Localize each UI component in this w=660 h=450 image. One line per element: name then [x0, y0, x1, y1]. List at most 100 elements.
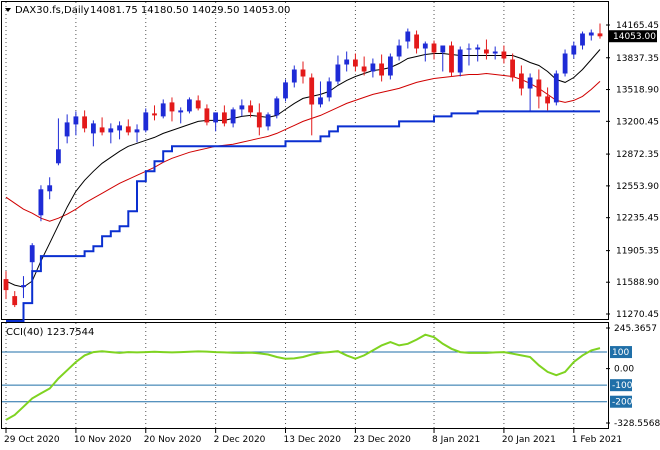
candle [195, 95, 201, 111]
candle-body [265, 114, 271, 127]
x-tick-label: 23 Dec 2020 [353, 435, 411, 445]
candle-body [160, 103, 166, 117]
candle [571, 41, 577, 59]
candle-body [309, 77, 315, 105]
cci-header: CCI(40) 123.7544 [6, 327, 94, 338]
candle [562, 49, 568, 77]
candle [457, 46, 463, 77]
candle-body [239, 105, 245, 110]
candle [553, 70, 559, 106]
x-tick-label: 13 Dec 2020 [284, 435, 342, 445]
candle-body [501, 51, 507, 59]
candle [283, 79, 288, 102]
candle [527, 73, 533, 112]
x-tick-label: 20 Jan 2021 [502, 435, 556, 445]
cci-level-label: -200 [612, 398, 633, 408]
candle-body [222, 112, 227, 124]
candle [484, 39, 489, 60]
candle-body [545, 96, 550, 104]
candle [492, 46, 498, 60]
last-price-tag: 14053.00 [609, 30, 657, 43]
candle [47, 177, 53, 200]
x-axis: 29 Oct 2020 10 Nov 2020 20 Nov 2020 2 Dec 2… [4, 429, 622, 445]
cci-panel-frame [1, 322, 609, 429]
candle [274, 96, 280, 119]
candle [318, 81, 323, 108]
y-tick-label: 11270.45 [616, 310, 659, 320]
candle-body [597, 33, 603, 37]
candle [335, 55, 341, 85]
candle-body [335, 64, 341, 82]
candle-body [187, 99, 192, 112]
candle [56, 118, 61, 166]
cci-title: CCI(40) 123.7544 [6, 327, 94, 338]
candle [475, 44, 481, 62]
candle [125, 119, 131, 136]
candle [580, 31, 585, 50]
candle-body [204, 108, 210, 123]
candle-body [326, 81, 332, 98]
candle-body [484, 49, 489, 54]
candle-body [571, 45, 577, 55]
fast-ma-line [5, 49, 601, 288]
y-tick-label: 13200.45 [616, 117, 659, 127]
candle [204, 104, 210, 126]
candle-body [361, 66, 367, 72]
candle [169, 97, 175, 122]
candle [3, 271, 9, 300]
candle [588, 29, 594, 41]
candle [82, 110, 87, 133]
candle-body [152, 113, 157, 116]
candle-body [379, 63, 384, 76]
y-tick-label: 12553.90 [616, 182, 659, 192]
candle-body [510, 59, 515, 78]
ohlc-readout: 14081.75 14180.50 14029.50 14053.00 [90, 5, 290, 16]
candle [519, 65, 524, 96]
cci-y-tick-label: -328.5568 [614, 419, 660, 429]
candle-body [29, 245, 35, 263]
candle-body [388, 56, 393, 76]
candle-body [344, 59, 350, 65]
candle-body [370, 63, 376, 72]
candle [38, 185, 44, 222]
x-tick-label: 20 Nov 2020 [144, 435, 202, 445]
y-tick-label: 11905.35 [616, 247, 659, 257]
candle-body [414, 34, 419, 49]
candle [239, 99, 245, 117]
y-tick-label: 14165.45 [616, 21, 659, 31]
cci-line [5, 333, 601, 421]
candle-body [64, 122, 70, 137]
candle [361, 56, 367, 76]
symbol-label: DAX30.fs,Daily [15, 5, 89, 16]
candle [597, 23, 603, 39]
x-tick-label: 8 Jan 2021 [432, 435, 480, 445]
last-price-label: 14053.00 [613, 32, 656, 42]
dropdown-triangle-icon[interactable] [5, 8, 11, 12]
candle [117, 121, 122, 140]
candle [353, 53, 358, 72]
candle-body [588, 32, 594, 36]
candle [309, 73, 315, 136]
candle [396, 39, 402, 61]
candle-body [466, 48, 472, 50]
candle-body [396, 45, 402, 57]
candle [21, 276, 26, 299]
candle-body [99, 127, 105, 133]
candle [222, 105, 227, 127]
x-tick-label: 29 Oct 2020 [4, 435, 60, 445]
slow-ma-line [5, 72, 601, 222]
x-tick-label: 2 Dec 2020 [214, 435, 266, 445]
candle-body [519, 73, 524, 89]
x-tick-label: 1 Feb 2021 [572, 435, 622, 445]
candle [291, 65, 297, 88]
chart-header: DAX30.fs,Daily 14081.75 14180.50 14029.5… [5, 5, 290, 16]
candle [326, 77, 332, 102]
candle [12, 291, 18, 308]
candle [300, 61, 306, 84]
candle-body [536, 79, 542, 97]
candle [466, 43, 472, 66]
candle [344, 51, 350, 72]
candle-body [562, 53, 568, 74]
y-tick-label: 12235.45 [616, 214, 659, 224]
